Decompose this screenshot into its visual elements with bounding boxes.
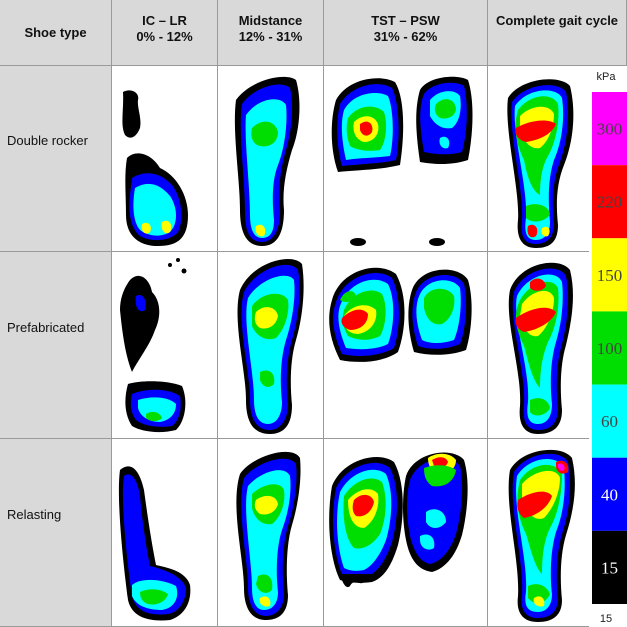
scale-band [592, 165, 627, 239]
header-ic-lr-title: IC – LR [142, 13, 187, 28]
scale-band [592, 530, 627, 604]
map-r2-tst-psw [329, 267, 472, 362]
row-label-text: Prefabricated [7, 319, 85, 335]
header-ic-lr-range: 0% - 12% [136, 29, 193, 44]
header-tst-psw-range: 31% - 62% [373, 29, 438, 44]
scale-unit: kPa [597, 71, 617, 83]
scale-band-label: 100 [597, 339, 623, 358]
row-label-text: Relasting [7, 507, 62, 522]
cell-r1-c1 [112, 66, 218, 252]
map-r3-ic-lr [118, 466, 191, 621]
map-r1-complete [507, 79, 574, 248]
cell-r2-c2 [218, 252, 324, 439]
header-tst-psw: TST – PSW 31% - 62% [324, 0, 488, 66]
scale-bottom-label: 15 [600, 613, 612, 625]
header-midstance-title: Midstance [238, 13, 303, 28]
scale-band [592, 457, 627, 531]
cell-r2-c3 [324, 252, 488, 439]
map-r1-ic-lr [122, 90, 188, 246]
header-midstance-range: 12% - 31% [238, 29, 303, 44]
scale-band-label: 40 [601, 485, 618, 504]
map-r1-tst-psw [331, 76, 473, 246]
header-shoe-type-label: Shoe type [24, 24, 87, 40]
map-r3-complete [508, 449, 575, 622]
scale-band-label: 300 [597, 120, 623, 139]
map-r2-midstance [237, 259, 304, 434]
cell-r1-c2 [218, 66, 324, 252]
header-complete-gait-title: Complete gait cycle [495, 13, 619, 28]
scale-band [592, 384, 627, 458]
scale-band [592, 238, 627, 312]
cell-r2-c1 [112, 252, 218, 439]
scale-bands: 300 220 150 100 60 40 15 [592, 92, 627, 604]
scale-band-label: 15 [601, 558, 618, 577]
map-r3-midstance [236, 451, 301, 620]
scale-band [592, 311, 627, 385]
header-complete-gait: Complete gait cycle [488, 0, 627, 66]
row-label-double-rocker: Double rocker [0, 66, 112, 252]
header-ic-lr: IC – LR 0% - 12% [112, 0, 218, 66]
map-r1-midstance [234, 76, 300, 246]
scale-band-label: 60 [601, 412, 618, 431]
row-label-text: Double rocker [7, 133, 88, 148]
map-r2-ic-lr [120, 258, 187, 433]
map-r3-tst-psw [329, 452, 468, 588]
color-scale: kPa 300 220 150 100 60 40 15 15 [589, 66, 627, 627]
header-tst-psw-title: TST – PSW [371, 13, 440, 28]
row-label-relasting: Relasting [0, 439, 112, 627]
cell-r1-c3 [324, 66, 488, 252]
header-shoe-type: Shoe type [0, 0, 112, 66]
scale-band-label: 220 [597, 193, 623, 212]
map-r2-complete [508, 262, 573, 434]
scale-band [592, 92, 627, 166]
scale-band-label: 150 [597, 266, 623, 285]
row-label-prefabricated: Prefabricated [0, 252, 112, 439]
header-midstance: Midstance 12% - 31% [218, 0, 324, 66]
